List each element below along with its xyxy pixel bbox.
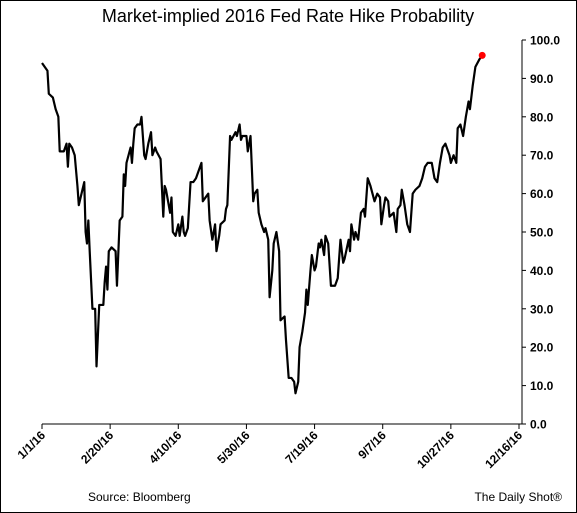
y-tick-label: 50.0 bbox=[530, 226, 554, 240]
source-note: Source: Bloomberg bbox=[88, 490, 191, 504]
data-line bbox=[41, 54, 484, 395]
y-tick-label: 10.0 bbox=[530, 379, 554, 393]
y-tick-label: 40.0 bbox=[530, 264, 554, 278]
y-tick-label: 0.0 bbox=[530, 418, 547, 432]
y-tick-label: 60.0 bbox=[530, 187, 554, 201]
last-point bbox=[478, 51, 486, 59]
y-tick-label: 90.0 bbox=[530, 72, 554, 86]
credit-note: The Daily Shot® bbox=[474, 490, 562, 504]
y-tick-label: 20.0 bbox=[530, 341, 554, 355]
chart-title: Market-implied 2016 Fed Rate Hike Probab… bbox=[102, 6, 474, 26]
y-tick-label: 30.0 bbox=[530, 302, 554, 316]
y-tick-label: 80.0 bbox=[530, 110, 554, 124]
y-tick-label: 100.0 bbox=[530, 34, 560, 48]
y-tick-label: 70.0 bbox=[530, 149, 554, 163]
